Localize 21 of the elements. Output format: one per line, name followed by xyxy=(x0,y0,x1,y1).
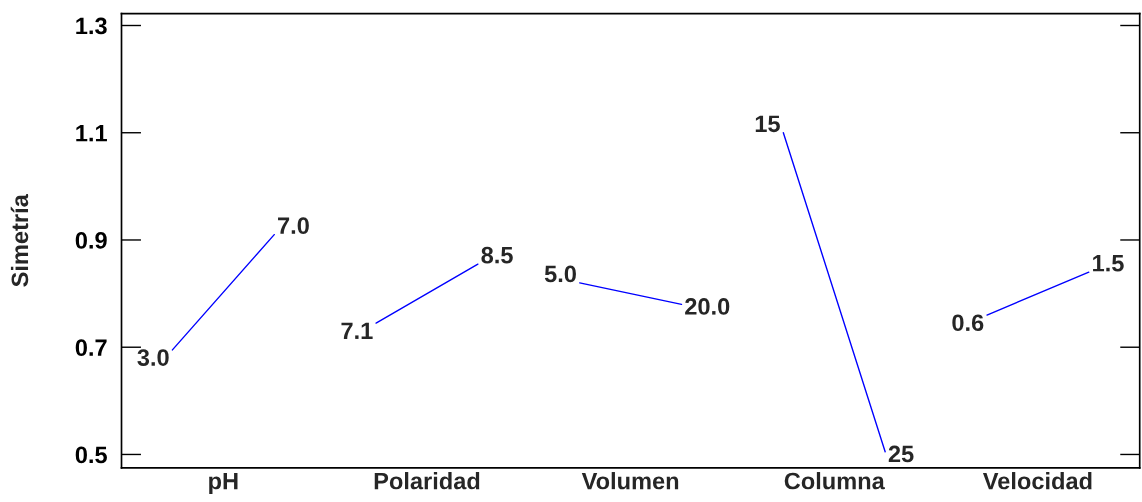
y-tick-label: 1.1 xyxy=(76,125,107,142)
annotation: 7.1 xyxy=(341,322,373,339)
y-axis-title: Simetría xyxy=(10,194,29,287)
annotation: 5.0 xyxy=(544,265,576,283)
y-tick-label: 0.7 xyxy=(75,339,107,357)
text: Velocidad xyxy=(982,472,1092,490)
text: Columna xyxy=(784,472,885,490)
y-tick-label: 1.3 xyxy=(76,17,107,35)
annotation: 7.0 xyxy=(278,217,309,235)
text: pH xyxy=(209,472,238,495)
annotation: 0.6 xyxy=(952,314,984,332)
y-tick-label: 0.5 xyxy=(75,446,107,464)
y-tick-label: 0.9 xyxy=(75,232,107,249)
text: Volumen xyxy=(581,472,679,490)
annotation: 25 xyxy=(888,445,914,463)
annotation: 1.5 xyxy=(1093,255,1124,272)
annotation: 20.0 xyxy=(685,298,730,315)
annotation: 15 xyxy=(755,115,780,133)
annotation: 8.5 xyxy=(481,246,513,264)
text: Polaridad xyxy=(374,472,480,490)
annotation: 3.0 xyxy=(137,349,169,366)
